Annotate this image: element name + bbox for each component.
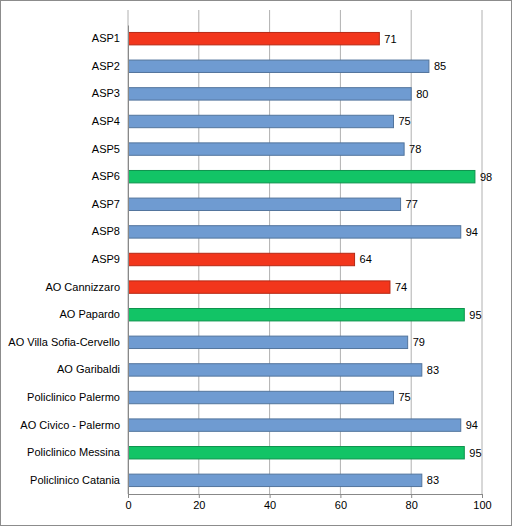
- tick: ASP2: [92, 60, 128, 72]
- y-axis: ASP1 ASP2 ASP3 ASP4 ASP5 ASP6 ASP7 ASP8 ASP9 AO C…: [8, 26, 128, 495]
- data-label: 94: [466, 226, 478, 238]
- tick: AO Garibaldi: [57, 363, 128, 375]
- bar: [128, 226, 461, 238]
- tick-label: 20: [193, 499, 205, 511]
- tick-label: ASP4: [92, 115, 120, 127]
- bar: [128, 88, 411, 100]
- tick: Policlinico Messina: [27, 446, 128, 458]
- bar: [128, 447, 464, 459]
- tick-label: AO Villa Sofia-Cervello: [8, 336, 120, 348]
- tick: ASP5: [92, 143, 128, 155]
- tick: ASP7: [92, 198, 128, 210]
- tick: 40: [264, 494, 276, 511]
- data-label: 78: [409, 143, 421, 155]
- axis-line: [128, 26, 129, 495]
- tick-label: 60: [335, 499, 347, 511]
- bar: [128, 115, 394, 127]
- grid-line: [128, 10, 129, 494]
- tick-label: ASP7: [92, 198, 120, 210]
- tick: ASP1: [92, 32, 128, 44]
- bar: [128, 308, 464, 320]
- tick-label: ASP3: [92, 87, 120, 99]
- axis-line: [129, 494, 483, 495]
- tick: 0: [125, 494, 131, 511]
- bar: [128, 281, 390, 293]
- data-label: 95: [469, 309, 481, 321]
- tick-label: 40: [264, 499, 276, 511]
- bar: [128, 253, 355, 265]
- data-label: 83: [427, 474, 439, 486]
- tick: Policlinico Catania: [30, 474, 128, 486]
- tick-label: ASP6: [92, 170, 120, 182]
- tick: 80: [406, 494, 418, 511]
- bar: [128, 170, 475, 182]
- tick: ASP6: [92, 170, 128, 182]
- bar: [128, 60, 429, 72]
- tick-label: 0: [125, 499, 131, 511]
- tick: ASP8: [92, 225, 128, 237]
- data-label: 94: [466, 419, 478, 431]
- data-label: 75: [399, 115, 411, 127]
- tick: Policlinico Palermo: [27, 391, 128, 403]
- tick-label: Policlinico Palermo: [27, 391, 120, 403]
- bar: [128, 198, 401, 210]
- tick-label: ASP5: [92, 143, 120, 155]
- tick-mark: [482, 494, 483, 498]
- tick-label: ASP9: [92, 253, 120, 265]
- bar: [128, 32, 379, 44]
- tick: 60: [335, 494, 347, 511]
- tick: AO Papardo: [59, 308, 128, 320]
- data-label: 79: [413, 336, 425, 348]
- tick-label: AO Papardo: [59, 308, 120, 320]
- grid-line: [482, 10, 483, 494]
- tick: ASP9: [92, 253, 128, 265]
- tick: AO Villa Sofia-Cervello: [8, 336, 128, 348]
- tick: 100: [473, 494, 491, 511]
- chart: 7185807578987794647495798375949583ASP1AS…: [0, 0, 512, 526]
- bar: [128, 474, 422, 486]
- tick-label: ASP1: [92, 32, 120, 44]
- tick-mark: [270, 494, 271, 498]
- data-label: 80: [416, 88, 428, 100]
- tick: 20: [193, 494, 205, 511]
- bar: [128, 391, 394, 403]
- tick: ASP4: [92, 115, 128, 127]
- tick-mark: [199, 494, 200, 498]
- data-label: 95: [469, 447, 481, 459]
- data-label: 75: [399, 391, 411, 403]
- bar: [128, 364, 422, 376]
- data-label: 64: [360, 253, 372, 265]
- tick-label: ASP2: [92, 60, 120, 72]
- bar: [128, 336, 408, 348]
- tick-label: Policlinico Messina: [27, 446, 121, 458]
- data-label: 83: [427, 364, 439, 376]
- bar: [128, 419, 461, 431]
- tick-label: 80: [406, 499, 418, 511]
- bar: [128, 143, 404, 155]
- tick-mark: [128, 494, 129, 498]
- tick-mark: [411, 494, 412, 498]
- data-labels: 71 85 80 75 78 98 77 94 64 74 95 79 83 75 94 95 83: [360, 33, 493, 487]
- data-label: 71: [384, 33, 396, 45]
- x-axis: 0 20 40 60 80 100: [125, 494, 491, 511]
- data-label: 85: [434, 60, 446, 72]
- data-label: 98: [480, 171, 492, 183]
- tick-label: AO Garibaldi: [57, 363, 120, 375]
- tick-label: AO Cannizzaro: [45, 281, 120, 293]
- tick: AO Cannizzaro: [45, 281, 128, 293]
- tick-label: AO Civico - Palermo: [20, 419, 120, 431]
- bars: [128, 32, 475, 486]
- tick-mark: [340, 494, 341, 498]
- tick: AO Civico - Palermo: [20, 419, 128, 431]
- grid: [128, 10, 482, 494]
- data-label: 77: [406, 198, 418, 210]
- tick: ASP3: [92, 87, 128, 99]
- tick-label: 100: [473, 499, 491, 511]
- background: [1, 1, 512, 526]
- data-label: 74: [395, 281, 407, 293]
- tick-label: Policlinico Catania: [30, 474, 121, 486]
- tick-label: ASP8: [92, 225, 120, 237]
